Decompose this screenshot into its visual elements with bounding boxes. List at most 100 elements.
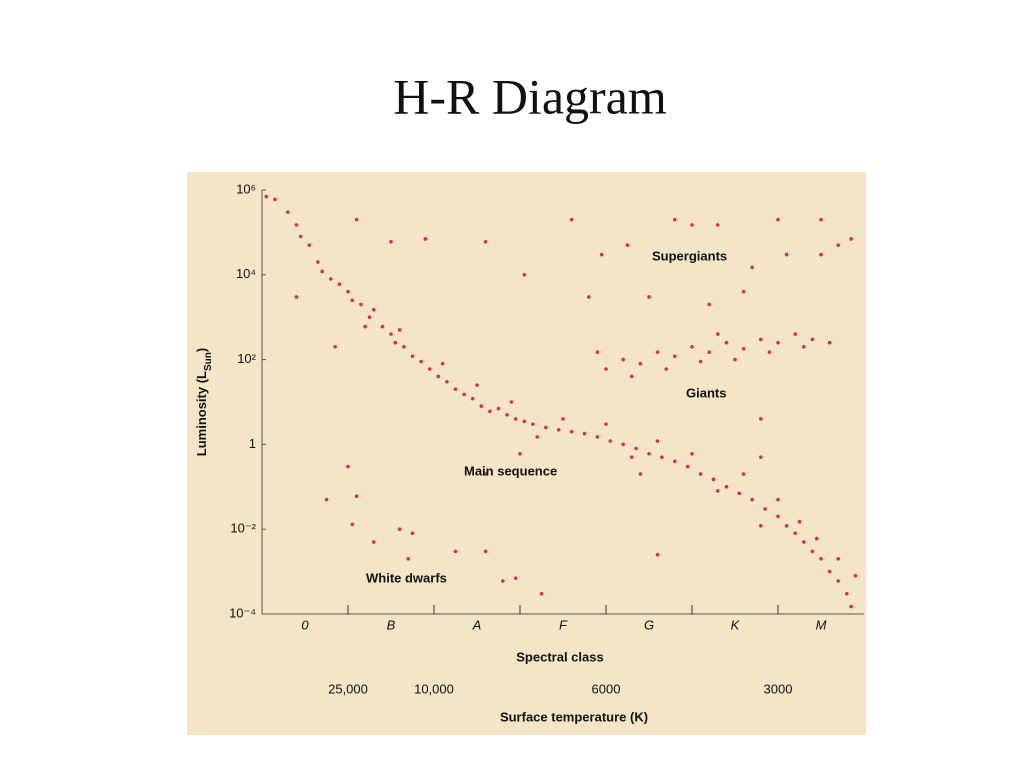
region-label: Supergiants: [652, 248, 727, 263]
star: [544, 425, 548, 430]
star: [513, 417, 518, 421]
star: [479, 404, 484, 408]
star: [625, 243, 630, 247]
y-label-subscript: Sun: [203, 352, 214, 371]
star: [819, 252, 823, 257]
x-axis-label: Spectral class: [516, 649, 603, 664]
star: [827, 340, 832, 345]
star: [397, 328, 402, 332]
star: [836, 243, 840, 247]
star: [298, 234, 303, 239]
y-tick-label: 10⁻⁴: [229, 605, 256, 620]
y-tick-label: 10²: [237, 351, 256, 366]
star: [346, 464, 350, 469]
star: [535, 435, 539, 439]
star: [561, 417, 565, 421]
spectral-class-label: G: [644, 617, 654, 632]
star: [470, 396, 475, 401]
star: [389, 332, 393, 336]
star: [819, 557, 823, 561]
star: [569, 217, 574, 222]
star: [410, 354, 415, 359]
star: [819, 217, 823, 222]
star: [483, 549, 488, 554]
star: [707, 350, 711, 354]
star: [810, 549, 815, 554]
star: [509, 400, 514, 404]
star: [845, 591, 849, 596]
y-tick-label: 10⁴: [236, 266, 256, 281]
star: [673, 459, 677, 464]
star: [776, 217, 780, 222]
star: [354, 217, 359, 222]
star: [741, 289, 746, 294]
y-tick-label: 10⁻²: [230, 521, 256, 536]
star: [655, 439, 660, 443]
star: [337, 282, 342, 287]
star: [518, 452, 522, 456]
star: [522, 419, 527, 424]
star: [853, 573, 858, 578]
spectral-class-label: F: [559, 617, 568, 632]
star: [630, 455, 634, 459]
star: [793, 531, 797, 536]
star: [621, 357, 625, 362]
star: [737, 491, 742, 496]
star: [647, 295, 651, 299]
star: [294, 223, 299, 227]
star: [531, 422, 535, 426]
star: [320, 269, 325, 274]
star: [372, 307, 376, 312]
star: [350, 522, 355, 527]
star: [733, 357, 737, 362]
star: [634, 446, 638, 451]
star: [608, 439, 613, 443]
y-label-text: Luminosity (L: [194, 371, 209, 456]
star: [741, 472, 746, 476]
star: [294, 295, 299, 299]
star: [759, 417, 763, 421]
star: [690, 223, 694, 227]
star: [638, 361, 643, 366]
star: [660, 455, 664, 459]
star: [286, 210, 290, 214]
star: [716, 489, 720, 493]
y-axis-label: Luminosity (LSun): [194, 348, 214, 456]
star: [587, 295, 591, 299]
spectral-class-label: K: [731, 617, 741, 632]
star: [655, 552, 660, 557]
star: [630, 374, 634, 379]
star: [836, 579, 840, 583]
star: [436, 374, 441, 379]
star: [483, 472, 488, 476]
star: [685, 464, 690, 469]
slide-title: H-R Diagram: [393, 68, 667, 124]
star: [776, 497, 780, 502]
star: [496, 406, 501, 411]
star: [501, 579, 505, 583]
star: [350, 298, 355, 303]
star: [539, 591, 544, 596]
star: [802, 345, 806, 349]
star: [604, 367, 608, 371]
star: [329, 277, 333, 281]
star: [582, 431, 587, 436]
temperature-label: 6000: [592, 681, 621, 696]
region-label: White dwarfs: [366, 570, 447, 585]
star: [307, 243, 312, 247]
star: [423, 237, 428, 241]
star: [655, 350, 660, 354]
spectral-class-label: A: [472, 617, 482, 632]
star: [406, 557, 411, 561]
star: [556, 428, 561, 432]
y-tick-label: 1: [249, 436, 256, 451]
star: [397, 527, 402, 531]
star: [741, 346, 746, 351]
star: [716, 223, 720, 227]
star: [750, 265, 754, 270]
star: [767, 350, 772, 354]
y-label-text: ): [194, 348, 209, 352]
star: [673, 217, 677, 222]
star: [380, 324, 385, 329]
star: [836, 557, 840, 561]
